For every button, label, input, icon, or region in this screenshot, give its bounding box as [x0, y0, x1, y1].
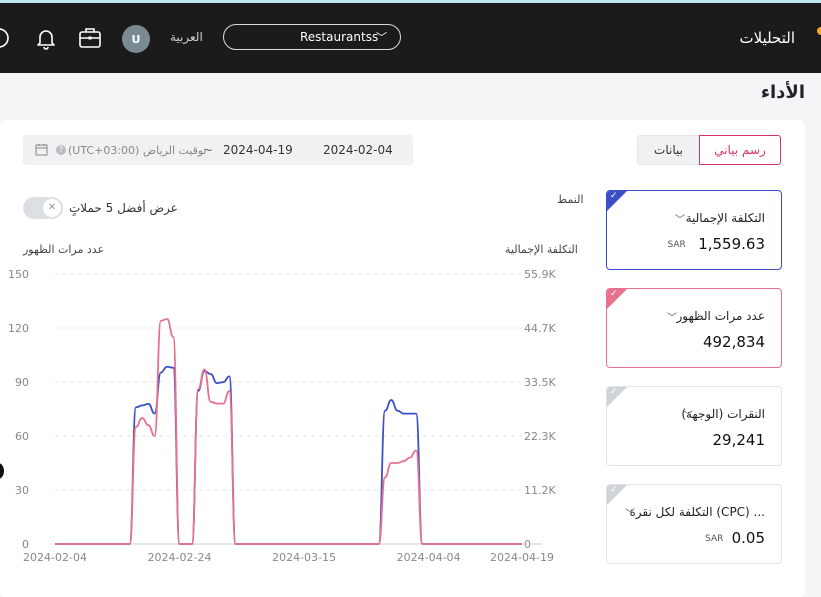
- x-tick-label: 2024-04-19: [490, 551, 554, 564]
- metric-value: 0.05: [731, 529, 765, 547]
- chevron-down-icon[interactable]: ﹀: [675, 215, 685, 226]
- chevron-down-icon[interactable]: ﹀: [667, 313, 677, 324]
- briefcase-icon[interactable]: [77, 25, 103, 51]
- selected-corner: [607, 485, 627, 505]
- y-right-tick-label: 44.7K: [524, 322, 556, 335]
- selected-corner: [607, 387, 627, 407]
- y-left-tick-label: 0: [22, 538, 29, 551]
- avatar[interactable]: U: [122, 25, 150, 53]
- avatar-initial: U: [131, 32, 141, 46]
- language-switch[interactable]: العربية: [170, 30, 203, 44]
- bell-icon[interactable]: [33, 25, 59, 51]
- y-right-tick-label: 55.9K: [524, 268, 556, 281]
- metric-label: عدد مرات الظهور: [676, 309, 765, 323]
- app-title: التحليلات: [739, 29, 795, 47]
- end-date[interactable]: 2024-04-19: [223, 143, 293, 157]
- y-left-tick-label: 120: [8, 322, 29, 335]
- metric-label: التكلفة الإجمالية: [685, 211, 765, 225]
- pattern-label: النمط: [557, 193, 584, 206]
- y-left-tick-label: 90: [15, 376, 29, 389]
- tab-data[interactable]: بيانات: [637, 135, 699, 165]
- metric-card[interactable]: ✓ عدد مرات الظهور ﹀ 492,834: [606, 288, 782, 368]
- y-right-tick-label: 22.3K: [524, 430, 556, 443]
- series-line: [55, 318, 522, 545]
- performance-chart[interactable]: 15055.9K12044.7K9033.5K6022.3K3011.2K002…: [0, 260, 600, 570]
- start-date[interactable]: 2024-02-04: [323, 143, 393, 157]
- store-selector[interactable]: Restaurantss ﹀: [223, 24, 401, 50]
- checkmark-icon: ✓: [610, 387, 618, 397]
- metric-card[interactable]: ✓ النقرات (الوجهة) ﹀ 29,241: [606, 386, 782, 466]
- series-line: [55, 365, 522, 545]
- close-icon: ✕: [43, 199, 61, 217]
- calendar-icon: [35, 144, 48, 156]
- metric-unit: SAR: [667, 240, 686, 250]
- metric-label: النقرات (الوجهة): [681, 407, 765, 421]
- page-title: الأداء: [760, 82, 805, 103]
- date-range-picker[interactable]: ? (UTC+03:00) توقيت الرياض 2024-04-19 ~ …: [23, 135, 413, 165]
- x-tick-label: 2024-02-24: [148, 551, 212, 564]
- y-left-axis-title: عدد مرات الظهور: [23, 243, 105, 256]
- chevron-down-icon: ﹀: [376, 31, 387, 44]
- help-icon[interactable]: [0, 25, 12, 51]
- y-right-axis-title: التكلفة الإجمالية: [505, 243, 578, 256]
- checkmark-icon: ✓: [610, 289, 618, 299]
- top5-toggle[interactable]: ✕: [23, 197, 63, 219]
- top-accent-strip: [0, 0, 821, 3]
- chevron-down-icon[interactable]: ﹀: [625, 509, 635, 520]
- chevron-down-icon[interactable]: ﹀: [683, 411, 693, 422]
- metric-unit: SAR: [705, 534, 724, 544]
- metric-label: التكلفة لكل نقرة (CPC) ...: [629, 505, 765, 519]
- store-selector-label: Restaurantss: [300, 30, 379, 44]
- metric-value: 29,241: [712, 431, 766, 449]
- x-tick-label: 2024-02-04: [23, 551, 87, 564]
- selected-corner: [607, 289, 627, 309]
- selected-corner: [607, 191, 627, 211]
- x-tick-label: 2024-03-15: [272, 551, 336, 564]
- timezone-label: (UTC+03:00) توقيت الرياض: [68, 144, 207, 157]
- view-tabs: بيانات رسم بياني: [637, 135, 781, 165]
- x-tick-label: 2024-04-04: [397, 551, 461, 564]
- y-left-tick-label: 150: [8, 268, 29, 281]
- metric-value: 1,559.63: [698, 235, 765, 253]
- date-separator: ~: [203, 143, 214, 157]
- timezone-help-icon[interactable]: ?: [56, 145, 66, 155]
- metric-card[interactable]: ✓ التكلفة لكل نقرة (CPC) ... ﹀ 0.05 SAR: [606, 484, 782, 564]
- y-right-tick-label: 11.2K: [524, 484, 556, 497]
- top-navbar: U العربية Restaurantss ﹀ التحليلات: [0, 3, 821, 73]
- checkmark-icon: ✓: [610, 485, 618, 495]
- tab-chart[interactable]: رسم بياني: [699, 135, 781, 165]
- y-left-tick-label: 30: [15, 484, 29, 497]
- y-left-tick-label: 60: [15, 430, 29, 443]
- side-handle[interactable]: [0, 463, 4, 479]
- notification-dot: [817, 27, 821, 35]
- metric-card[interactable]: ✓ التكلفة الإجمالية ﹀ 1,559.63 SAR: [606, 190, 782, 270]
- checkmark-icon: ✓: [610, 191, 618, 201]
- metric-value: 492,834: [702, 333, 765, 351]
- top5-label: عرض أفضل 5 حملاتٍ: [69, 201, 178, 215]
- y-right-tick-label: 33.5K: [524, 376, 556, 389]
